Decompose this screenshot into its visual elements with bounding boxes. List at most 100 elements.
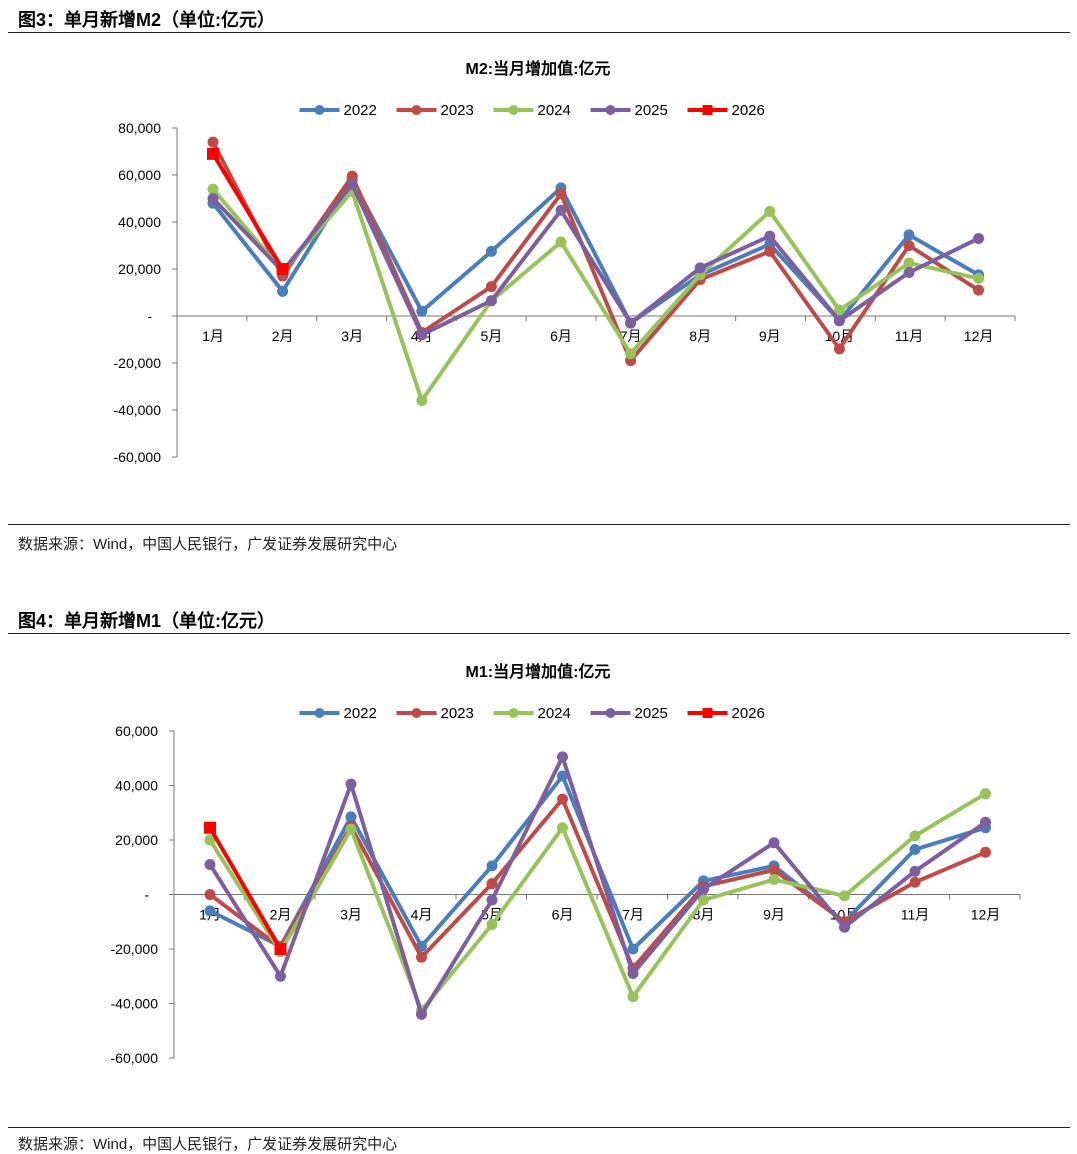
data-point [833,315,845,327]
legend-label-2026: 2026 [732,705,765,722]
series-2025 [204,751,991,1020]
x-tick-label: 12月 [964,328,994,344]
data-point [768,864,780,876]
figure-4-bottom-rule [8,1127,1070,1128]
data-point [204,905,216,917]
legend-label-2023: 2023 [441,102,474,119]
x-tick-label: 2月 [272,328,294,344]
y-tick-label: 60,000 [118,167,161,183]
data-point [557,770,568,782]
data-point [485,281,497,293]
x-tick-label: 6月 [550,328,572,344]
y-tick-label: 60,000 [115,723,158,739]
data-point [485,245,497,257]
data-point [416,305,428,317]
series-line-2026 [208,826,283,951]
legend-marker-2023 [411,708,422,718]
series-2026 [207,147,289,275]
legend-marker-2025 [605,105,616,115]
x-tick-label: 9月 [763,907,785,923]
data-point [698,883,709,895]
m1-chart: M1:当月增加值:亿元 2022 2023 2024 2025 2026 60,000 40,… [111,662,1021,1066]
data-point [204,859,216,871]
x-tick-label: 2月 [270,907,292,923]
legend: 2022 2023 2024 2025 2026 [299,102,765,119]
data-point [768,837,780,849]
data-point [973,272,985,284]
data-point [833,304,845,316]
data-point [764,230,776,242]
series-line-2024 [208,791,987,1013]
y-tick-label: - [147,308,152,324]
data-point [204,821,216,834]
chart-title: M1:当月增加值:亿元 [466,662,611,681]
data-point [625,317,637,329]
legend-label-2024: 2024 [538,102,571,119]
data-point [345,811,357,823]
data-point [204,834,216,846]
legend-label-2024: 2024 [538,705,571,722]
figure-3-top-rule [8,32,1070,33]
data-point [909,830,921,842]
data-point [909,865,921,877]
y-tick-label: -20,000 [114,355,162,371]
data-point [207,193,219,204]
data-point [416,1008,427,1020]
legend-marker-2025 [605,708,616,718]
x-tick-label: 1月 [202,328,224,344]
legend-marker-2024 [508,708,519,718]
data-point [698,894,709,906]
y-tick-label: 40,000 [115,778,158,794]
data-point [555,204,567,216]
series-line-2023 [211,141,980,363]
data-point [557,822,568,834]
data-point [627,968,639,980]
data-point [627,991,639,1003]
data-point [346,170,358,182]
data-point [973,284,985,296]
legend-label-2022: 2022 [344,102,377,119]
data-point [764,205,776,217]
data-point [486,918,498,930]
data-point [909,844,921,856]
legend-label-2025: 2025 [635,705,668,722]
data-point [839,890,850,902]
data-point [625,348,637,360]
x-tick-label: 9月 [759,328,781,344]
figure-3-title: 图3：单月新增M2（单位:亿元） [18,10,276,30]
x-tick-label: 5月 [481,328,503,344]
x-tick-label: 7月 [622,907,644,923]
x-tick-label: 4月 [411,907,433,923]
figure-4-title: 图4：单月新增M1（单位:亿元） [18,611,276,631]
legend-marker-2026 [702,708,713,718]
chart-title: M2:当月增加值:亿元 [466,59,611,78]
data-point [346,178,358,190]
data-point [345,823,357,835]
series-2024 [204,788,991,1016]
legend-label-2022: 2022 [344,705,377,722]
series-2026 [204,821,287,955]
m2-chart: M2:当月增加值:亿元 2022 2023 2024 2025 2026 80,000 60,… [114,59,1016,465]
data-point [627,943,639,955]
legend-label-2026: 2026 [732,102,765,119]
series-2023 [204,793,991,974]
data-point [486,860,498,872]
data-point [277,285,289,297]
legend-marker-2023 [411,105,422,115]
legend-marker-2026 [702,105,713,115]
x-tick-label: 3月 [340,907,362,923]
data-point [207,136,219,148]
legend-marker-2022 [314,105,325,115]
data-point [903,240,915,251]
y-tick-label: -60,000 [114,449,162,465]
y-tick-label: -40,000 [114,402,162,418]
series-line-2024 [211,187,980,403]
x-tick-label: 3月 [341,328,363,344]
series-line-2023 [208,797,987,971]
data-point [276,263,289,275]
data-point [555,188,567,200]
series-line-2025 [211,182,980,337]
legend: 2022 2023 2024 2025 2026 [299,705,765,722]
figure-4-top-rule [8,633,1070,634]
series-line-2026 [211,152,285,271]
